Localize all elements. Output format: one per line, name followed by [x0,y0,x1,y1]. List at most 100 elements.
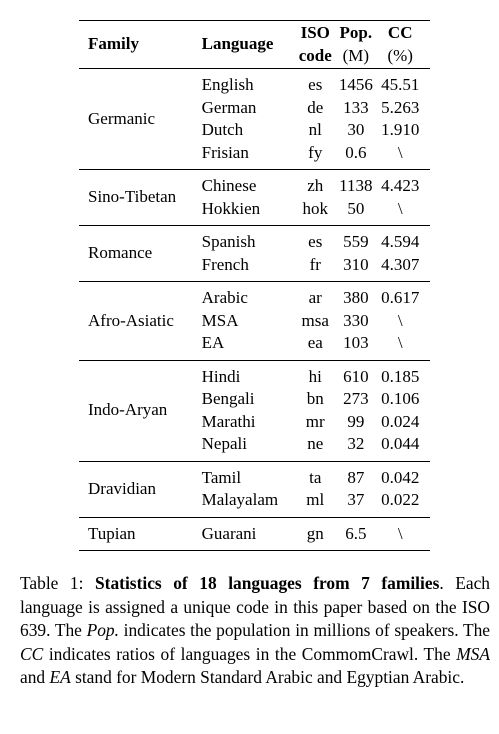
population-cell: 330 [343,310,369,330]
language-cell: Frisian [201,142,249,162]
language-cell: Bengali [201,389,255,408]
iso-code-cell: ar [308,288,322,307]
header-population: Pop. (M) [335,21,376,69]
iso-code-cell: es [308,232,323,251]
population-cell: 87 [347,467,365,487]
iso-code-cell: ta [309,467,322,487]
header-pop-line1: Pop. [339,23,373,42]
table-row: Indo-Aryan Hindi hi 610 0.185 [79,360,430,420]
header-pop-unit: (M) [342,45,370,65]
iso-code-cell: fr [309,254,321,274]
caption-text-2: indicates the population in millions of … [118,620,490,641]
table-row: German de 133 5.263 [79,97,430,120]
language-cell: Dutch [201,120,244,139]
language-cell: Chinese [201,176,257,195]
table-row: French fr 310 4.307 [79,254,430,282]
cc-ratio-cell: \ [397,333,403,352]
language-cell: German [201,97,257,117]
language-cell: Arabic [201,288,248,307]
cc-ratio-cell: 0.042 [381,467,420,487]
header-cc-line1: CC [387,23,413,42]
cc-ratio-cell: 0.106 [381,389,420,408]
iso-code-cell: gn [306,523,324,543]
header-iso-line1: ISO [300,23,330,42]
cc-ratio-cell: 0.024 [381,411,420,431]
cc-ratio-cell: 1.910 [381,120,420,139]
population-cell: 50 [347,198,365,218]
population-cell: 273 [343,389,369,408]
caption-text-4: and [20,667,50,688]
table-row: Germanic English es 1456 45.51 [79,69,430,128]
population-cell: 37 [347,490,365,509]
language-cell: French [201,254,249,274]
population-cell: 559 [343,232,369,251]
cc-ratio-cell: \ [397,142,403,162]
header-cc-unit: (%) [387,45,413,65]
population-cell: 310 [343,254,369,274]
statistics-table-container: Family Language ISO code Pop. (M) CC (%)… [79,20,430,551]
iso-code-cell: ne [307,434,324,453]
cc-ratio-cell: 4.423 [381,176,420,195]
header-commoncrawl-ratio: CC (%) [376,21,430,69]
caption-text-1: . Each language is assigned a unique cod… [20,573,490,641]
cc-ratio-cell: 0.185 [381,366,420,386]
cc-ratio-cell: 45.51 [381,75,420,94]
family-cell: Afro-Asiatic [88,310,174,330]
family-group: Sino-Tibetan Chinese zh 1138 4.423 Hokkien hok… [79,169,430,226]
family-group: Tupian Guarani gn 6.5 \ [79,517,430,551]
caption-ea-term: EA [49,667,71,688]
cc-ratio-cell: 4.307 [381,254,420,274]
table-row: Hokkien hok 50 \ [79,198,430,226]
caption-msa-term: MSA [456,643,490,664]
language-cell: English [201,75,254,94]
population-cell: 99 [347,411,365,431]
language-cell: Guarani [201,523,257,543]
iso-code-cell: nl [308,120,322,139]
caption-text-3: indicates ratios of languages in the Com… [43,643,457,664]
table-row: Dravidian Tamil ta 87 0.042 [79,461,430,498]
cc-ratio-cell: 4.594 [381,232,420,251]
cc-ratio-cell: \ [397,310,403,330]
family-cell: Dravidian [88,478,156,498]
caption-cc-term: CC [20,643,44,664]
language-cell: Spanish [201,232,256,251]
iso-code-cell: ml [306,490,325,509]
language-statistics-table: Family Language ISO code Pop. (M) CC (%)… [79,20,430,551]
language-cell: Nepali [201,434,247,453]
iso-code-cell: zh [307,176,324,195]
cc-ratio-cell: \ [397,198,403,218]
population-cell: 0.6 [345,142,367,162]
cc-ratio-cell: \ [397,523,403,543]
header-language: Language [201,34,274,54]
table-row: Bengali bn 273 0.106 [79,388,430,411]
header-iso-line2: code [298,45,332,65]
caption-title: Statistics of 18 languages from 7 famili… [95,573,440,593]
caption-pop-term: Pop. [86,620,119,641]
language-cell: Hokkien [201,198,261,218]
table-row: MSA msa 330 \ [79,310,430,333]
family-cell: Indo-Aryan [88,400,168,420]
header-family: Family [88,34,139,54]
family-cell: Germanic [88,108,156,128]
population-cell: 1456 [338,75,373,94]
family-group: Afro-Asiatic Arabic ar 380 0.617 MSA msa 330 \ EA… [79,281,430,361]
language-cell: Malayalam [201,490,279,509]
table-row: Frisian fy 0.6 \ [79,142,430,170]
family-cell: Romance [88,243,153,263]
table-row: Nepali ne 32 0.044 [79,433,430,461]
cc-ratio-cell: 0.617 [381,288,420,307]
language-cell: Hindi [201,366,241,386]
family-group: Romance Spanish es 559 4.594 French fr 310 4.307 [79,225,430,282]
family-group: Germanic English es 1456 45.51 German de 133 5.2… [79,68,430,170]
population-cell: 30 [347,120,365,139]
language-cell: EA [201,333,225,352]
iso-code-cell: hi [308,366,322,386]
table-row: Tupian Guarani gn 6.5 \ [79,517,430,551]
cc-ratio-cell: 0.044 [381,434,420,453]
iso-code-cell: hok [302,198,329,218]
iso-code-cell: bn [306,389,324,408]
caption-text-5: stand for Modern Standard Arabic and Egy… [70,667,465,688]
population-cell: 133 [343,97,369,117]
table-row: Marathi mr 99 0.024 [79,411,430,434]
table-row: Malayalam ml 37 0.022 [79,489,430,517]
